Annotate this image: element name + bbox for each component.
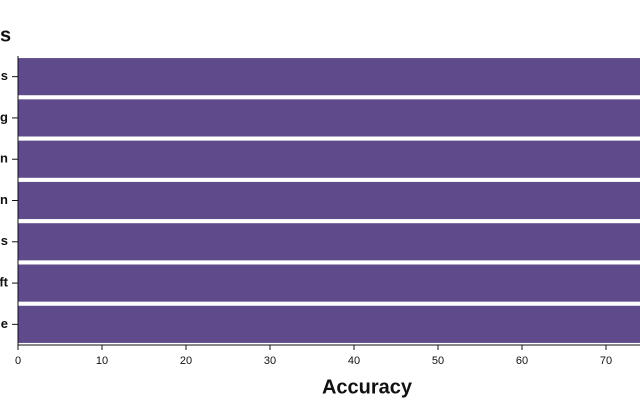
y-tick-label: ft (0, 275, 9, 290)
x-tick-label: 0 (15, 355, 21, 367)
x-tick-label: 50 (432, 355, 444, 367)
x-axis-label: Accuracy (322, 376, 413, 398)
y-tick-label: s (1, 233, 8, 248)
bar (18, 223, 640, 261)
bar (18, 264, 640, 302)
x-tick-label: 70 (600, 355, 612, 367)
x-tick-label: 10 (96, 355, 108, 367)
y-tick-label: s (1, 68, 8, 83)
y-tick-label: e (1, 316, 8, 331)
y-tick-label: g (0, 109, 8, 124)
bar (18, 140, 640, 178)
x-tick-label: 60 (516, 355, 528, 367)
bar (18, 99, 640, 137)
x-tick-label: 30 (264, 355, 276, 367)
bar (18, 305, 640, 343)
y-tick-label: n (0, 151, 8, 166)
y-tick-label: n (0, 192, 8, 207)
x-tick-label: 40 (348, 355, 360, 367)
x-tick-label: 20 (180, 355, 192, 367)
y-axis-label: s (0, 24, 11, 46)
bar (18, 181, 640, 220)
bar (18, 58, 640, 96)
